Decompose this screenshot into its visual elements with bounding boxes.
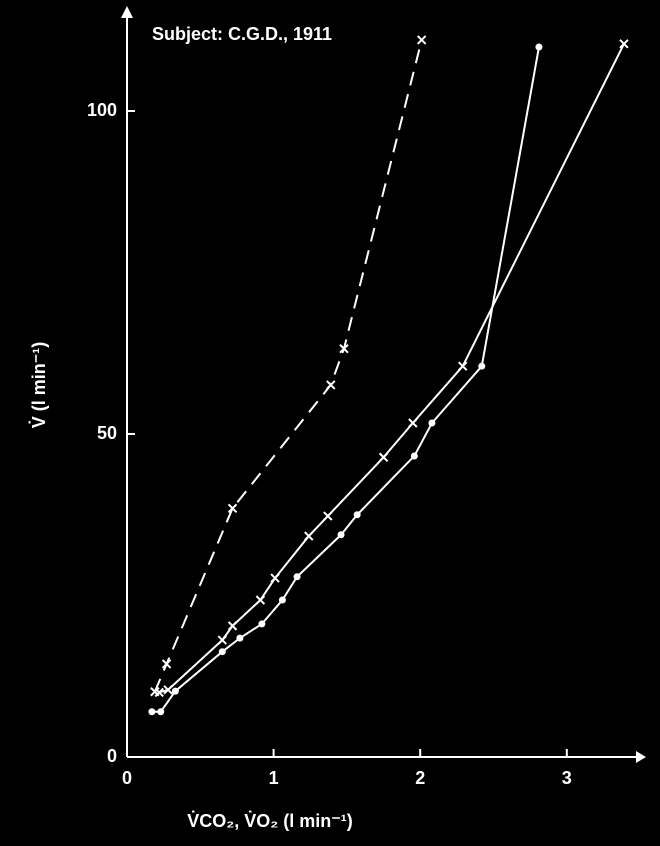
y-axis-arrow	[121, 6, 133, 18]
cross-marker	[227, 621, 238, 631]
cross-marker	[619, 39, 629, 49]
x-tick-label: 3	[562, 768, 572, 788]
cross-marker	[408, 418, 418, 428]
dot-marker	[148, 708, 156, 716]
dot-marker	[535, 43, 543, 51]
x-tick-label: 1	[269, 768, 279, 788]
cross-marker	[217, 635, 227, 645]
cross-marker	[378, 452, 389, 462]
series-line	[151, 46, 540, 713]
y-tick-label: 100	[87, 100, 117, 120]
y-tick-label: 50	[97, 423, 117, 443]
cross-marker	[161, 659, 172, 669]
cross-marker	[163, 685, 173, 695]
dot-marker	[258, 620, 266, 628]
cross-marker	[270, 573, 280, 583]
cross-marker	[326, 380, 336, 390]
series-line	[158, 43, 625, 694]
dot-marker	[236, 634, 244, 642]
cross-marker	[416, 35, 427, 45]
dot-marker	[157, 708, 165, 716]
dot-marker	[478, 362, 486, 370]
dot-marker	[337, 531, 345, 539]
cross-marker	[458, 361, 468, 371]
x-axis-label: V̇CO₂, V̇O₂ (l min⁻¹)	[187, 810, 353, 831]
cross-marker	[154, 687, 164, 698]
x-tick-label: 0	[122, 768, 132, 788]
dot-marker	[293, 573, 301, 581]
dot-marker	[278, 596, 286, 604]
cross-marker	[339, 344, 349, 354]
y-axis-label: V̇ (l min⁻¹)	[28, 342, 49, 429]
cross-marker	[323, 511, 333, 521]
cross-marker	[255, 595, 266, 605]
dot-marker	[171, 687, 179, 695]
cross-marker	[227, 503, 238, 513]
dot-marker	[410, 452, 418, 460]
y-tick-label: 0	[107, 746, 117, 766]
series-line	[153, 39, 423, 693]
dot-marker	[428, 419, 436, 427]
dot-marker	[218, 648, 226, 656]
x-axis-arrow	[636, 751, 646, 763]
chart-title: Subject: C.G.D., 1911	[152, 24, 332, 44]
cross-marker	[304, 531, 314, 541]
dot-marker	[353, 511, 361, 519]
x-tick-label: 2	[415, 768, 425, 788]
